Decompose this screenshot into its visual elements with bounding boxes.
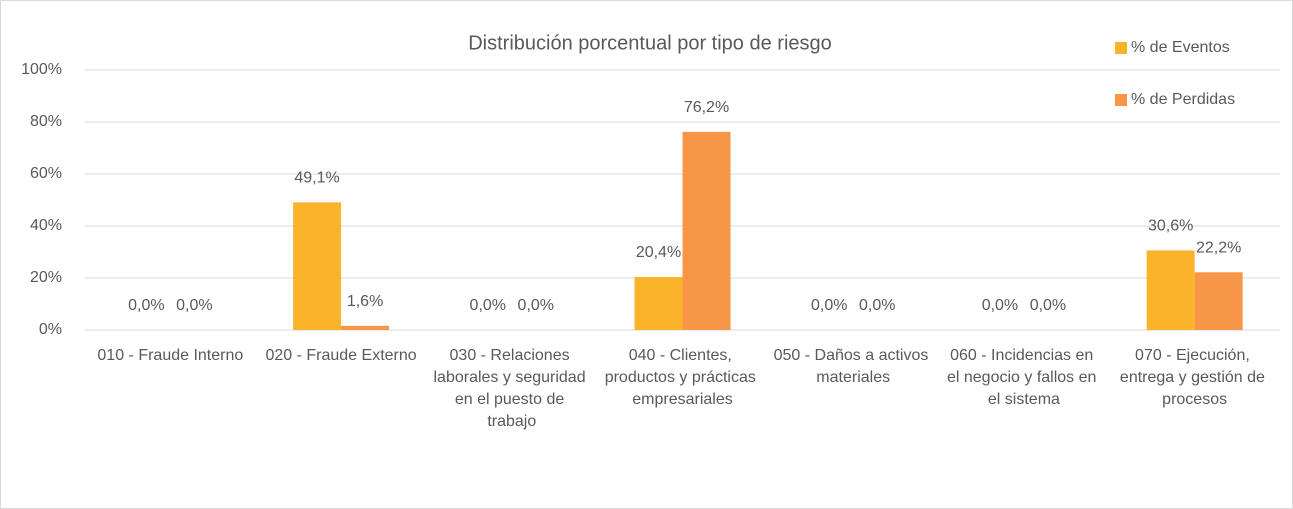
value-label: 0,0% bbox=[470, 297, 506, 314]
value-label: 22,2% bbox=[1196, 239, 1241, 256]
legend-label: % de Eventos bbox=[1131, 39, 1230, 56]
x-tick-label: 020 - Fraude Externo bbox=[265, 347, 416, 364]
chart-title: Distribución porcentual por tipo de ries… bbox=[468, 32, 832, 54]
value-label: 0,0% bbox=[811, 297, 847, 314]
value-label: 20,4% bbox=[636, 244, 681, 261]
legend-label: % de Perdidas bbox=[1131, 91, 1235, 108]
value-label: 30,6% bbox=[1148, 218, 1193, 235]
x-tick-label: 050 - Daños a activos materiales bbox=[774, 347, 933, 386]
bar bbox=[341, 325, 390, 330]
value-label: 0,0% bbox=[128, 297, 164, 314]
value-label: 49,1% bbox=[294, 170, 339, 187]
value-label: 0,0% bbox=[859, 297, 895, 314]
bar bbox=[682, 131, 731, 330]
bar bbox=[1146, 250, 1195, 330]
x-tick-label: 040 - Clientes, productos y prácticas em… bbox=[605, 347, 761, 408]
value-label: 1,6% bbox=[347, 293, 383, 310]
bar bbox=[1194, 272, 1243, 330]
y-tick-label: 100% bbox=[21, 61, 62, 78]
legend-swatch bbox=[1115, 42, 1127, 54]
value-label: 0,0% bbox=[518, 297, 554, 314]
y-tick-label: 60% bbox=[30, 165, 62, 182]
x-tick-label: 010 - Fraude Interno bbox=[97, 347, 243, 364]
y-tick-label: 80% bbox=[30, 113, 62, 130]
value-label: 0,0% bbox=[176, 297, 212, 314]
bar bbox=[293, 202, 342, 330]
x-tick-label: 030 - Relaciones laborales y seguridad e… bbox=[434, 347, 591, 430]
y-tick-label: 40% bbox=[30, 217, 62, 234]
x-tick-label: 060 - Incidencias en el negocio y fallos… bbox=[947, 347, 1101, 408]
bar bbox=[634, 276, 683, 330]
x-tick-label: 070 - Ejecución, entrega y gestión de pr… bbox=[1120, 347, 1269, 408]
legend-swatch bbox=[1115, 94, 1127, 106]
value-label: 0,0% bbox=[982, 297, 1018, 314]
value-label: 76,2% bbox=[684, 99, 729, 116]
y-tick-label: 0% bbox=[39, 321, 62, 338]
y-tick-label: 20% bbox=[30, 269, 62, 286]
value-label: 0,0% bbox=[1030, 297, 1066, 314]
